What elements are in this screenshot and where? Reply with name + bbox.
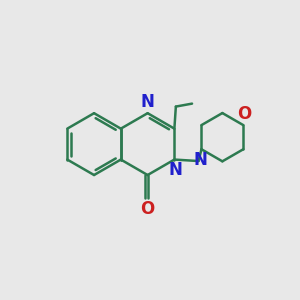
Text: N: N bbox=[168, 161, 182, 179]
Text: O: O bbox=[237, 105, 252, 123]
Text: N: N bbox=[194, 151, 208, 169]
Text: N: N bbox=[141, 93, 154, 111]
Text: O: O bbox=[140, 200, 155, 218]
